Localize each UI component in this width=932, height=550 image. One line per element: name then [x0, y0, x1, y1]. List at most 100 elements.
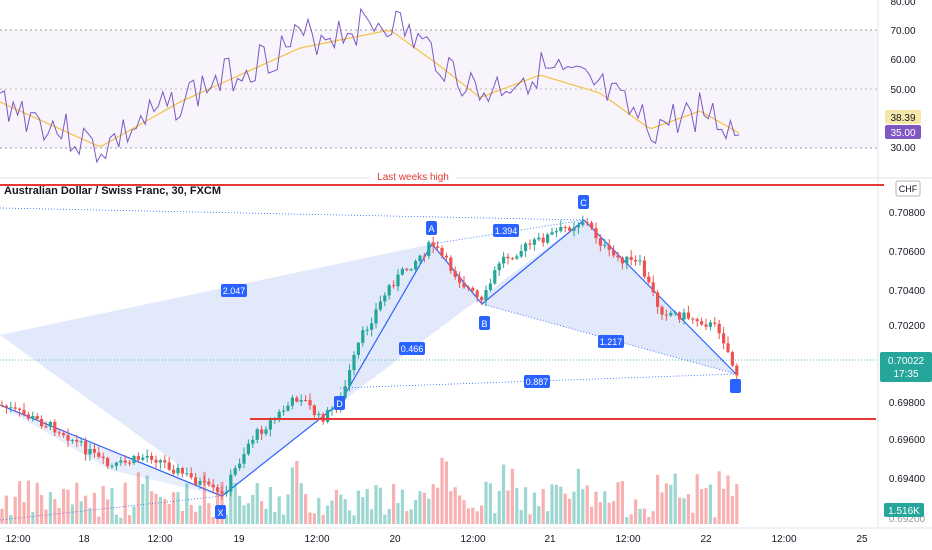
volume-bar: [145, 475, 149, 524]
candle-body: [154, 459, 158, 463]
candle-body: [194, 477, 198, 485]
volume-bar: [35, 482, 39, 524]
candle-body: [453, 270, 457, 277]
volume-bar: [150, 491, 154, 524]
price-scale-0704: 0.70400: [889, 286, 926, 297]
volume-bar: [194, 511, 198, 524]
volume-bar: [629, 514, 633, 524]
volume-bar: [444, 461, 448, 524]
candle-body: [607, 244, 611, 250]
volume-bar: [713, 517, 717, 524]
point-label-end[interactable]: [730, 379, 741, 393]
volume-bar: [497, 490, 501, 524]
volume-bar: [352, 515, 356, 524]
candle-body: [616, 255, 620, 258]
volume-bar: [554, 484, 558, 524]
price-scale-cut: 0.69200: [889, 514, 926, 525]
time-axis[interactable]: 12:00 18 12:00 19 12:00 20 12:00 21 12:00 22 12:00…: [5, 534, 868, 545]
candle-body: [458, 276, 462, 283]
point-label-d[interactable]: D: [334, 396, 345, 410]
volume-bar: [251, 494, 255, 524]
volume-bar: [387, 508, 391, 524]
candle-body: [713, 322, 717, 324]
volume-bar: [502, 464, 506, 524]
volume-bar: [299, 483, 303, 524]
volume-bar: [559, 486, 563, 524]
point-label-x[interactable]: X: [215, 505, 226, 519]
volume-bar: [585, 485, 589, 524]
candle-body: [9, 407, 13, 409]
candle-body: [321, 414, 325, 422]
candle-body: [691, 318, 695, 320]
candle-body: [405, 268, 409, 271]
svg-text:0.887: 0.887: [526, 377, 549, 387]
price-scale-0694: 0.69400: [889, 474, 926, 485]
volume-bar: [458, 495, 462, 524]
volume-bar: [365, 488, 369, 524]
candle-body: [431, 242, 435, 247]
volume-bar: [396, 502, 400, 524]
harmonic-pattern[interactable]: [0, 207, 737, 521]
candle-body: [409, 269, 413, 271]
candle-body: [462, 282, 466, 288]
candle-body: [123, 460, 127, 463]
volume-bar: [616, 482, 620, 524]
point-label-b[interactable]: B: [479, 316, 490, 330]
volume-bar: [603, 491, 607, 524]
volume-bar: [717, 471, 721, 524]
candle-body: [150, 455, 154, 460]
candle-body: [233, 468, 237, 475]
last-weeks-high-label: Last weeks high: [377, 172, 449, 183]
candle-body: [730, 352, 734, 366]
rsi-ma-line: [0, 29, 740, 147]
currency-badge-box[interactable]: [895, 180, 921, 197]
rsi-scale-60: 60.00: [890, 55, 915, 66]
candle-body: [422, 255, 426, 257]
candle-body: [35, 415, 39, 420]
pattern-guide-5: [0, 495, 223, 521]
candle-body: [493, 270, 497, 284]
candle-body: [277, 411, 281, 419]
candle-body: [343, 386, 347, 398]
volume-bar: [409, 509, 413, 524]
candle-body: [295, 397, 299, 402]
candle-body: [132, 456, 136, 464]
candle-body: [678, 312, 682, 320]
volume-bar: [4, 495, 8, 524]
candle-body: [673, 312, 677, 314]
candle-body: [559, 227, 563, 232]
candle-body: [396, 274, 400, 287]
volume-bar: [581, 489, 585, 524]
ratio-label-1217[interactable]: 1.217: [598, 335, 624, 348]
volume-bar: [31, 512, 35, 524]
volume-bar: [334, 489, 338, 524]
point-label-a[interactable]: A: [426, 221, 437, 235]
candle-body: [75, 439, 79, 442]
ratio-label-0887[interactable]: 0.887: [524, 375, 550, 388]
volume-bar: [462, 500, 466, 524]
candle-body: [541, 237, 545, 243]
volume-bar: [317, 497, 321, 524]
svg-text:A: A: [428, 224, 434, 234]
candle-body: [568, 227, 572, 231]
candle-body: [572, 227, 576, 231]
volume-bar: [13, 496, 17, 524]
volume-bar: [246, 503, 250, 524]
volume-bar: [488, 483, 492, 524]
time-label: 12:00: [460, 534, 485, 545]
candle-body: [400, 268, 404, 275]
candle-body: [620, 257, 624, 264]
ratio-label-1394[interactable]: 1.394: [493, 224, 519, 237]
candle-body: [348, 370, 352, 387]
volume-bar: [163, 498, 167, 524]
volume-bar: [563, 493, 567, 524]
ratio-label-0466[interactable]: 0.466: [399, 342, 425, 355]
candle-body: [119, 460, 123, 463]
candlesticks[interactable]: [0, 215, 739, 500]
point-label-c[interactable]: C: [578, 195, 589, 209]
time-label: 22: [700, 534, 712, 545]
ratio-label-2047[interactable]: 2.047: [221, 284, 247, 297]
volume-bar: [524, 487, 528, 524]
volume-bar: [638, 508, 642, 524]
